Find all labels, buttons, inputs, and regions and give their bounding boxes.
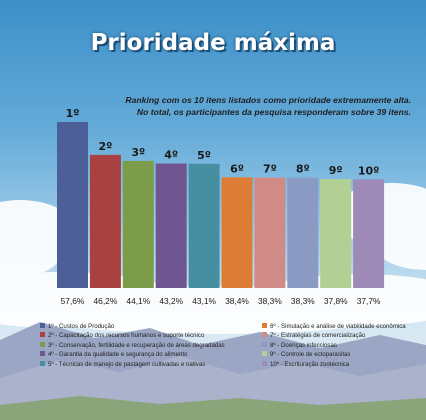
legend-label: 3º - Conservação, fertilidade e recupera…	[48, 341, 225, 349]
legend-label: 7º - Estratégias de comercialização	[270, 332, 366, 340]
value-label: 46,2%	[94, 296, 118, 306]
rank-label: 8º	[296, 163, 310, 176]
bar	[188, 163, 220, 288]
value-label: 44,1%	[126, 296, 150, 306]
legend-item: 6º - Simulação e análise de viabilidade …	[262, 322, 426, 331]
bar	[287, 177, 319, 288]
legend-swatch	[262, 341, 267, 347]
legend-swatch	[40, 323, 45, 328]
bar	[320, 179, 352, 288]
legend-label: 4º - Garantia da qualidade e segurança d…	[48, 351, 188, 359]
subtitle-line: No total, os participantes da pesquisa r…	[136, 107, 411, 117]
bar	[254, 177, 286, 288]
legend-swatch	[40, 332, 45, 338]
rank-label: 4º	[164, 149, 178, 162]
legend-swatch	[262, 323, 267, 328]
chart-title: Prioridade máxima	[90, 30, 336, 56]
legend-label: 8º - Doenças infecciosas	[270, 341, 337, 349]
bar	[155, 163, 187, 288]
bar	[353, 179, 385, 288]
legend-swatch	[262, 332, 267, 338]
legend-swatch	[40, 360, 45, 366]
legend-label: 9º - Controle de ectoparasitas	[270, 351, 351, 359]
legend-item: 2º - Capacitação dos recursos humanos e …	[40, 331, 262, 340]
legend-label: 6º - Simulação e análise de viabilidade …	[270, 323, 406, 330]
subtitle-line: Ranking com os 10 itens listados como pr…	[125, 95, 411, 105]
rank-label: 7º	[263, 163, 277, 176]
legend-swatch	[40, 341, 45, 347]
value-label: 38,3%	[258, 296, 282, 306]
rank-label: 1º	[66, 107, 80, 120]
legend-swatch	[40, 351, 45, 357]
rank-label: 9º	[329, 164, 343, 177]
legend-item: 9º - Controle de ectoparasitas	[262, 350, 426, 359]
legend-swatch	[262, 351, 267, 357]
rank-label: 2º	[98, 140, 112, 153]
legend-column: 6º - Simulação e análise de viabilidade …	[262, 322, 426, 369]
legend-item: 7º - Estratégias de comercialização	[262, 331, 426, 340]
legend-label: 1º - Custos de Produção	[48, 323, 115, 330]
bar	[221, 177, 253, 288]
bar	[122, 160, 154, 288]
legend-item: 4º - Garantia da qualidade e segurança d…	[40, 350, 262, 359]
legend-swatch	[262, 360, 267, 366]
legend-label: 5º - Técnicas de manejo de pastagem cult…	[48, 360, 206, 368]
legend-item: 5º - Técnicas de manejo de pastagem cult…	[40, 360, 262, 369]
value-label: 38,4%	[225, 296, 249, 306]
rank-label: 6º	[230, 162, 244, 175]
value-label: 43,1%	[192, 296, 216, 306]
value-label: 38,3%	[291, 296, 315, 306]
legend-item: 8º - Doenças infecciosas	[262, 341, 426, 350]
mountains	[0, 322, 426, 420]
value-label: 37,7%	[357, 296, 381, 306]
legend-item: 10º - Escrituração zootécnica	[262, 360, 426, 369]
value-label: 37,8%	[324, 296, 348, 306]
rank-label: 3º	[131, 146, 145, 159]
value-label: 57,6%	[61, 296, 85, 306]
chart-subtitle: Ranking com os 10 itens listados como pr…	[81, 94, 411, 118]
value-label: 43,2%	[159, 296, 183, 306]
legend-column: 1º - Custos de Produção 2º - Capacitação …	[40, 322, 262, 369]
bar	[89, 154, 121, 288]
bar	[57, 122, 88, 288]
legend-item: 1º - Custos de Produção	[40, 322, 262, 331]
rank-label: 5º	[197, 149, 211, 162]
legend-label: 2º - Capacitação dos recursos humanos e …	[48, 332, 205, 340]
rank-label: 10º	[358, 164, 380, 177]
legend-label: 10º - Escrituração zootécnica	[270, 360, 350, 368]
legend-item: 3º - Conservação, fertilidade e recupera…	[40, 341, 262, 350]
